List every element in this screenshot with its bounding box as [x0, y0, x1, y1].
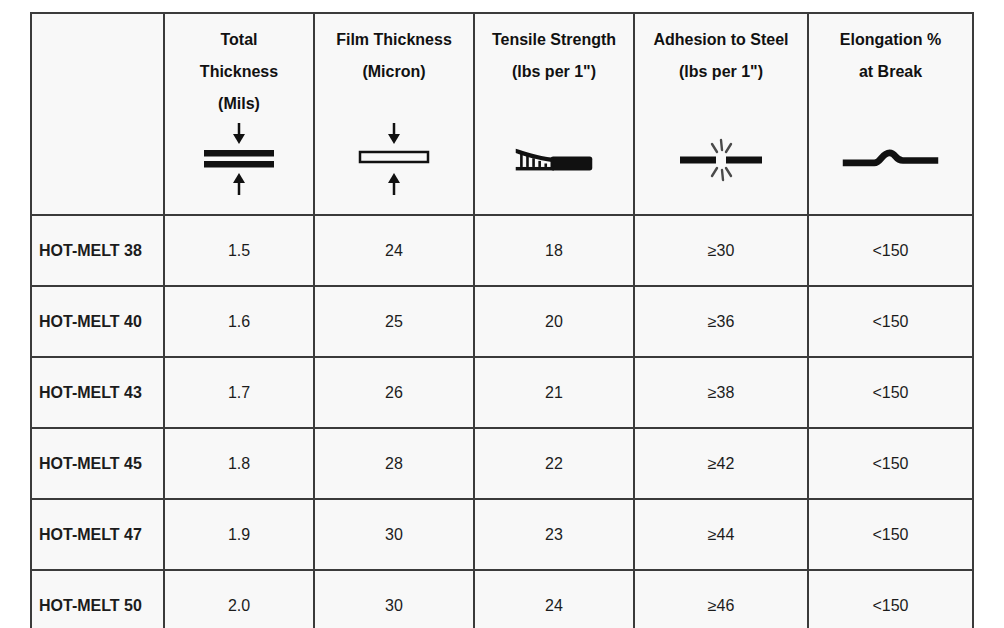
cell-total-thickness: 1.6 [164, 286, 314, 357]
row-label: HOT-MELT 38 [31, 215, 164, 286]
col-header-elongation: Elongation % at Break [808, 13, 973, 215]
stretch-bump-icon [809, 118, 972, 202]
cell-tensile-strength: 22 [474, 428, 634, 499]
cell-elongation: <150 [808, 428, 973, 499]
cell-tensile-strength: 23 [474, 499, 634, 570]
cell-adhesion: ≥30 [634, 215, 808, 286]
cell-elongation: <150 [808, 357, 973, 428]
cell-film-thickness: 24 [314, 215, 474, 286]
col-header-label: Film Thickness (Micron) [319, 24, 469, 88]
row-label: HOT-MELT 50 [31, 570, 164, 628]
row-label: HOT-MELT 43 [31, 357, 164, 428]
cell-total-thickness: 1.5 [164, 215, 314, 286]
row-label: HOT-MELT 47 [31, 499, 164, 570]
cell-total-thickness: 1.7 [164, 357, 314, 428]
cell-total-thickness: 1.9 [164, 499, 314, 570]
col-header-film-thickness: Film Thickness (Micron) [314, 13, 474, 215]
col-header-label: Adhesion to Steel (lbs per 1") [639, 24, 803, 88]
cell-elongation: <150 [808, 499, 973, 570]
col-header-tensile-strength: Tensile Strength (lbs per 1") [474, 13, 634, 215]
cell-total-thickness: 1.8 [164, 428, 314, 499]
table-row: HOT-MELT 40 1.6 25 20 ≥36 <150 [31, 286, 973, 357]
cell-adhesion: ≥36 [634, 286, 808, 357]
col-header-label: Tensile Strength (lbs per 1") [479, 24, 629, 88]
cell-tensile-strength: 21 [474, 357, 634, 428]
bond-break-icon [635, 118, 807, 202]
row-label: HOT-MELT 40 [31, 286, 164, 357]
cell-adhesion: ≥46 [634, 570, 808, 628]
cell-film-thickness: 25 [314, 286, 474, 357]
col-header-adhesion-to-steel: Adhesion to Steel (lbs per 1") [634, 13, 808, 215]
table-row: HOT-MELT 38 1.5 24 18 ≥30 <150 [31, 215, 973, 286]
row-label: HOT-MELT 45 [31, 428, 164, 499]
col-header-label: Elongation % at Break [813, 24, 968, 88]
cell-tensile-strength: 18 [474, 215, 634, 286]
header-row: Total Thickness (Mils) Film Thickness (M… [31, 13, 973, 215]
cell-tensile-strength: 24 [474, 570, 634, 628]
table-row: HOT-MELT 45 1.8 28 22 ≥42 <150 [31, 428, 973, 499]
table-row: HOT-MELT 47 1.9 30 23 ≥44 <150 [31, 499, 973, 570]
cell-total-thickness: 2.0 [164, 570, 314, 628]
cell-film-thickness: 26 [314, 357, 474, 428]
cell-elongation: <150 [808, 286, 973, 357]
cell-adhesion: ≥44 [634, 499, 808, 570]
peel-strength-icon [475, 118, 633, 202]
table-row: HOT-MELT 43 1.7 26 21 ≥38 <150 [31, 357, 973, 428]
corner-cell [31, 13, 164, 215]
spec-table: Total Thickness (Mils) Film Thickness (M… [30, 12, 974, 628]
cell-elongation: <150 [808, 570, 973, 628]
cell-film-thickness: 30 [314, 499, 474, 570]
col-header-total-thickness: Total Thickness (Mils) [164, 13, 314, 215]
table-row: HOT-MELT 50 2.0 30 24 ≥46 <150 [31, 570, 973, 628]
cell-elongation: <150 [808, 215, 973, 286]
film-compress-icon [315, 118, 473, 202]
cell-film-thickness: 30 [314, 570, 474, 628]
cell-adhesion: ≥42 [634, 428, 808, 499]
cell-adhesion: ≥38 [634, 357, 808, 428]
cell-film-thickness: 28 [314, 428, 474, 499]
cell-tensile-strength: 20 [474, 286, 634, 357]
col-header-label: Total Thickness (Mils) [169, 24, 309, 120]
thickness-compress-icon [165, 118, 313, 202]
